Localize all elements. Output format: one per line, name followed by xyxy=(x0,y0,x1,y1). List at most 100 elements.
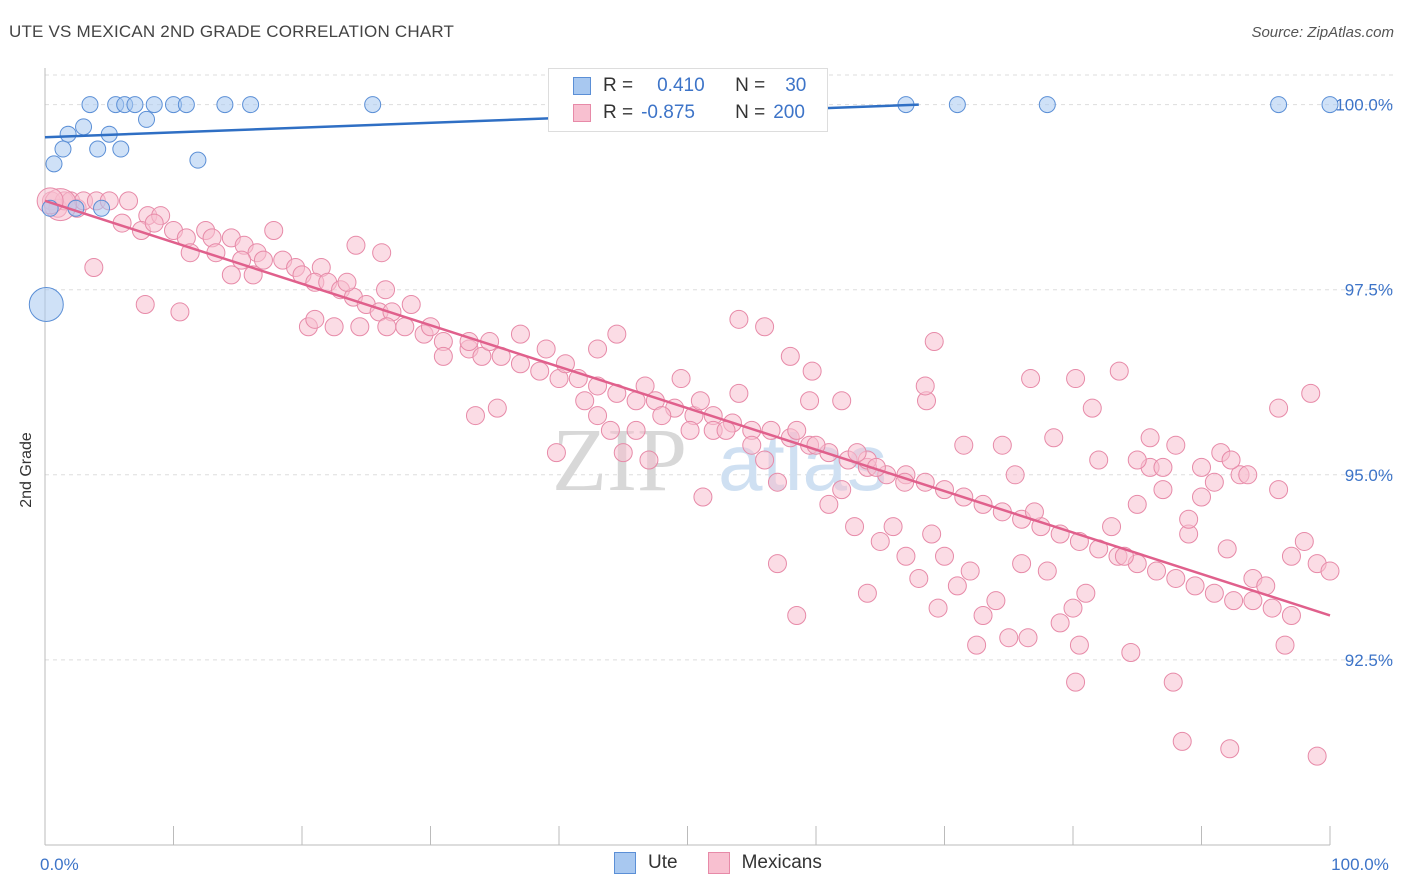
ute-point xyxy=(93,199,111,217)
mexicans-point xyxy=(960,561,980,581)
mexicans-point xyxy=(1082,398,1102,418)
mexicans-point xyxy=(1192,487,1211,507)
ute-point xyxy=(59,125,77,143)
mexicans-point xyxy=(607,324,627,344)
mexicans-point xyxy=(915,376,935,396)
mexicans-point xyxy=(806,435,826,455)
mexicans-point xyxy=(767,472,787,492)
ute-point xyxy=(126,96,144,114)
tick-labels: 100.0% 97.5% 95.0% 92.5% 0.0% 100.0% xyxy=(40,96,1393,874)
mexicans-point xyxy=(928,598,948,618)
mexicans-point xyxy=(1012,554,1032,574)
ute-point xyxy=(364,96,382,114)
ute-point xyxy=(145,96,163,114)
mexicans-point xyxy=(935,480,954,500)
mexicans-point xyxy=(395,317,415,337)
mexicans-point xyxy=(1037,561,1057,581)
mexicans-points xyxy=(36,187,1340,766)
mexicans-point xyxy=(1121,643,1141,662)
ute-point xyxy=(1321,96,1339,114)
mexicans-point xyxy=(372,243,392,263)
ute-point xyxy=(89,140,107,158)
mexicans-point xyxy=(1238,465,1258,485)
mexicans-point xyxy=(536,339,556,359)
mexicans-point xyxy=(639,450,659,470)
mexicans-point xyxy=(1063,598,1083,618)
y-tick-label: 92.5% xyxy=(1345,651,1393,670)
legend-row-mexicans: R = -0.875 N = 200 xyxy=(549,100,805,126)
mexicans-point xyxy=(1153,457,1173,477)
source-label: Source: ZipAtlas.com xyxy=(1251,24,1394,41)
ute-point xyxy=(28,287,64,323)
mexicans-point xyxy=(1050,613,1070,633)
mexicans-point xyxy=(1044,428,1064,448)
mexicans-point xyxy=(1294,531,1314,551)
mexicans-point xyxy=(337,272,357,292)
mexicans-point xyxy=(986,591,1006,611)
legend-swatch-ute xyxy=(573,77,591,95)
mexicans-point xyxy=(767,554,787,574)
mexicans-point xyxy=(1281,605,1301,625)
mexicans-point xyxy=(575,391,595,411)
ute-point xyxy=(75,118,93,136)
series-legend-ute[interactable]: Ute xyxy=(614,852,678,874)
mexicans-point xyxy=(135,295,155,315)
mexicans-point xyxy=(1021,369,1041,389)
mexicans-point xyxy=(973,605,993,625)
mexicans-point xyxy=(1166,568,1186,588)
legend-swatch-mexicans xyxy=(573,104,591,122)
mexicans-point xyxy=(1224,591,1244,611)
x-tick-label: 0.0% xyxy=(40,855,79,874)
series-legend-mexicans[interactable]: Mexicans xyxy=(707,852,822,874)
ute-point xyxy=(1038,96,1056,114)
mexicans-point xyxy=(954,435,974,455)
mexicans-point xyxy=(1163,672,1183,692)
series-legend: Ute Mexicans xyxy=(614,852,852,874)
mexicans-point xyxy=(787,420,807,440)
mexicans-point xyxy=(909,568,929,588)
mexicans-point xyxy=(1005,465,1025,485)
mexicans-point xyxy=(421,317,440,337)
mexicans-point xyxy=(1243,591,1263,611)
mexicans-trend-line xyxy=(44,199,1331,617)
mexicans-point xyxy=(729,383,749,403)
mexicans-point xyxy=(1153,480,1173,500)
mexicans-point xyxy=(1220,739,1240,759)
mexicans-point xyxy=(832,480,852,500)
legend-n-label: N = xyxy=(735,102,766,123)
trend-lines xyxy=(44,103,1331,617)
mexicans-point xyxy=(1320,561,1340,581)
mexicans-point xyxy=(119,191,139,211)
mexicans-point xyxy=(755,317,775,337)
legend-r-value-ute: 0.410 xyxy=(657,75,705,96)
mexicans-point xyxy=(613,443,633,463)
mexicans-point xyxy=(401,295,421,315)
mexicans-point xyxy=(1204,472,1224,492)
ute-point xyxy=(177,96,195,114)
mexicans-point xyxy=(845,517,865,537)
stats-legend: R = 0.410 N = 30 R = -0.875 N = 200 xyxy=(548,68,828,132)
ute-point xyxy=(138,110,156,128)
mexicans-point xyxy=(530,361,550,381)
mexicans-point xyxy=(802,361,822,381)
mexicans-point xyxy=(1127,450,1147,470)
mexicans-point xyxy=(847,443,867,463)
y-tick-label: 95.0% xyxy=(1345,466,1393,485)
mexicans-point xyxy=(346,235,366,255)
mexicans-point xyxy=(1301,383,1321,403)
mexicans-point xyxy=(742,435,762,455)
mexicans-point xyxy=(999,628,1019,648)
mexicans-point xyxy=(680,420,700,440)
mexicans-point xyxy=(1281,546,1301,566)
mexicans-point xyxy=(376,280,396,300)
mexicans-point xyxy=(896,546,916,566)
mexicans-point xyxy=(170,302,190,322)
mexicans-point xyxy=(546,443,566,463)
mexicans-point xyxy=(883,517,903,537)
mexicans-point xyxy=(819,494,839,514)
mexicans-point xyxy=(1127,494,1147,514)
chart-title: UTE VS MEXICAN 2ND GRADE CORRELATION CHA… xyxy=(9,22,455,41)
ute-point xyxy=(216,96,234,114)
mexicans-point xyxy=(1269,398,1289,418)
